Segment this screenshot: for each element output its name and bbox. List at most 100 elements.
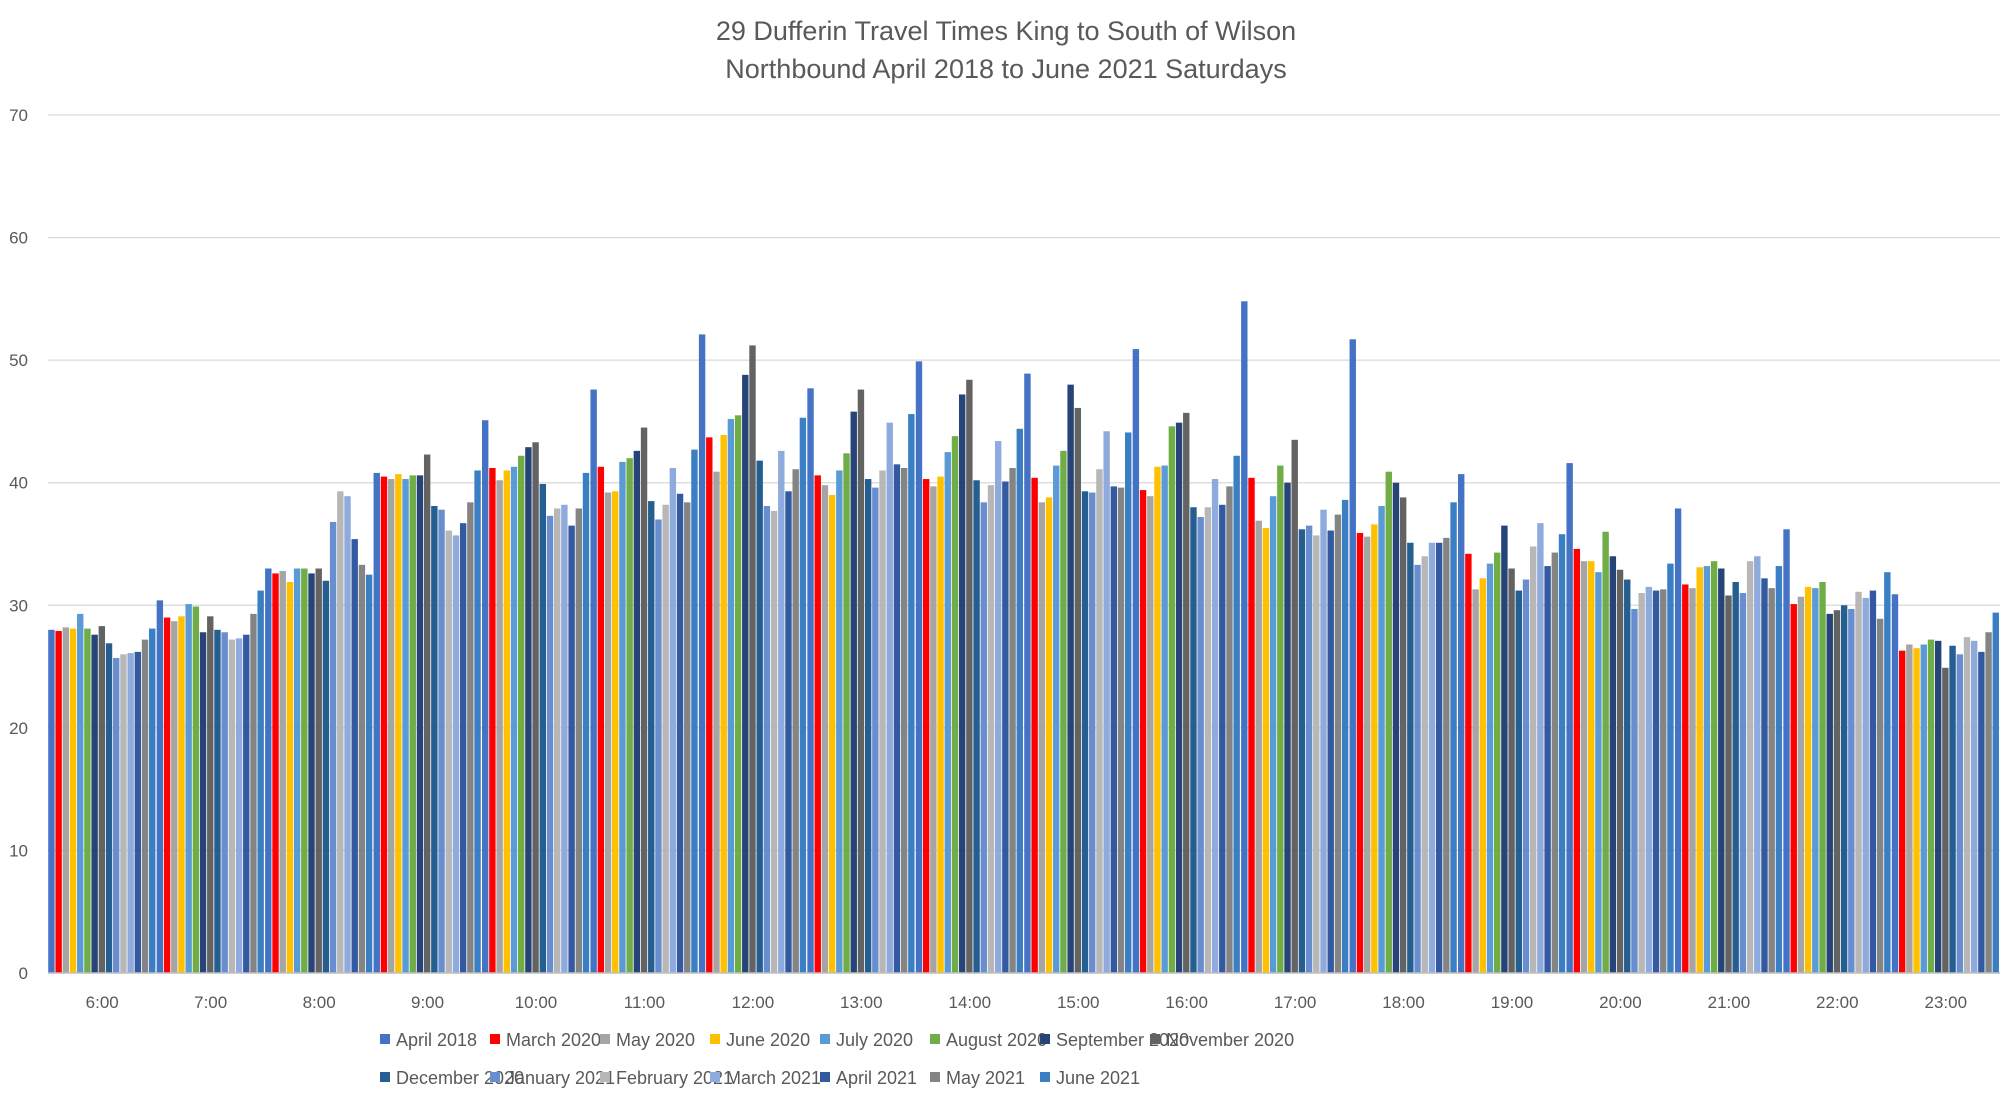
y-tick-label: 20	[9, 719, 28, 738]
bar	[380, 476, 388, 973]
legend-label: February 2021	[616, 1068, 733, 1088]
bar	[1588, 561, 1595, 973]
bar	[944, 452, 951, 974]
bar	[742, 374, 749, 973]
bar	[727, 418, 735, 973]
bar	[149, 628, 156, 973]
bar	[387, 479, 395, 973]
bar	[1255, 520, 1262, 973]
bar	[315, 568, 322, 973]
bar	[893, 464, 901, 973]
bar	[1038, 502, 1046, 973]
legend-label: March 2020	[506, 1030, 601, 1050]
bar	[1117, 487, 1125, 973]
y-tick-label: 70	[9, 106, 28, 125]
legend-swatch	[1040, 1034, 1050, 1044]
x-tick-label: 22:00	[1816, 993, 1859, 1012]
bars	[48, 301, 1999, 974]
bar	[1645, 586, 1653, 973]
bar	[843, 453, 850, 974]
bar	[199, 632, 207, 973]
bar	[648, 501, 655, 973]
bar	[1530, 546, 1537, 973]
bar	[1096, 469, 1103, 973]
bar	[1891, 594, 1899, 973]
bar	[69, 628, 77, 973]
x-tick-label: 8:00	[303, 993, 336, 1012]
bar	[828, 494, 836, 973]
bar	[1241, 301, 1248, 973]
bar	[1682, 584, 1689, 973]
bar	[706, 437, 713, 973]
bar	[207, 616, 214, 973]
bar	[467, 502, 474, 973]
bar	[937, 476, 944, 973]
bar	[1602, 531, 1609, 973]
bar	[1746, 561, 1754, 973]
bar	[1710, 561, 1718, 973]
bar	[171, 621, 178, 973]
bar	[1754, 556, 1761, 973]
bar	[423, 454, 431, 974]
bar	[1211, 479, 1219, 973]
x-tick-label: 21:00	[1708, 993, 1751, 1012]
bar	[1392, 482, 1400, 973]
chart-title: 29 Dufferin Travel Times King to South o…	[716, 16, 1296, 46]
bar	[1458, 474, 1465, 973]
bar	[1486, 563, 1494, 973]
bar	[749, 345, 756, 973]
bar	[308, 573, 315, 973]
bar	[1927, 639, 1935, 973]
bar	[1674, 508, 1682, 973]
bar	[1190, 507, 1197, 973]
bar	[1320, 509, 1327, 973]
bar	[1573, 548, 1581, 973]
bar	[1161, 465, 1168, 973]
legend-label: April 2021	[836, 1068, 917, 1088]
bar	[973, 480, 980, 973]
bar	[1204, 507, 1212, 973]
bar	[178, 616, 185, 973]
bar	[1580, 561, 1588, 973]
bar	[1197, 517, 1204, 973]
bar	[1609, 556, 1617, 973]
bar	[1168, 426, 1176, 973]
bar	[532, 442, 539, 973]
bar	[1797, 596, 1805, 973]
bar	[1934, 640, 1942, 973]
legend-swatch	[820, 1072, 830, 1082]
bar	[561, 504, 568, 973]
bar	[1349, 339, 1356, 973]
bar	[1884, 572, 1891, 973]
bar	[980, 502, 987, 973]
bar	[1551, 552, 1558, 973]
bar	[1465, 553, 1472, 973]
x-tick-label: 10:00	[515, 993, 558, 1012]
x-axis-ticks: 6:00 7:00 8:00 9:00 10:00 11:00 12:00 13:00 14:0…	[86, 993, 1967, 1012]
x-tick-label: 13:00	[840, 993, 883, 1012]
bar	[221, 632, 228, 973]
bar	[409, 475, 416, 973]
bar	[1175, 422, 1183, 973]
bar	[1363, 536, 1371, 973]
bar	[1371, 524, 1378, 973]
legend-swatch	[600, 1072, 610, 1082]
bar	[1269, 496, 1277, 973]
bar	[358, 564, 366, 973]
legend-swatch	[380, 1034, 390, 1044]
bar	[1147, 496, 1154, 973]
bar	[127, 653, 134, 973]
bar	[1002, 481, 1009, 973]
bar	[1125, 432, 1132, 974]
bar	[62, 627, 70, 973]
bar	[510, 466, 518, 973]
bar	[1421, 556, 1428, 973]
bar	[77, 613, 84, 973]
bar	[1985, 632, 1992, 973]
bar	[105, 643, 113, 973]
bar	[1826, 613, 1833, 973]
bar	[640, 427, 648, 973]
x-tick-label: 11:00	[624, 993, 665, 1012]
bar	[329, 521, 337, 973]
